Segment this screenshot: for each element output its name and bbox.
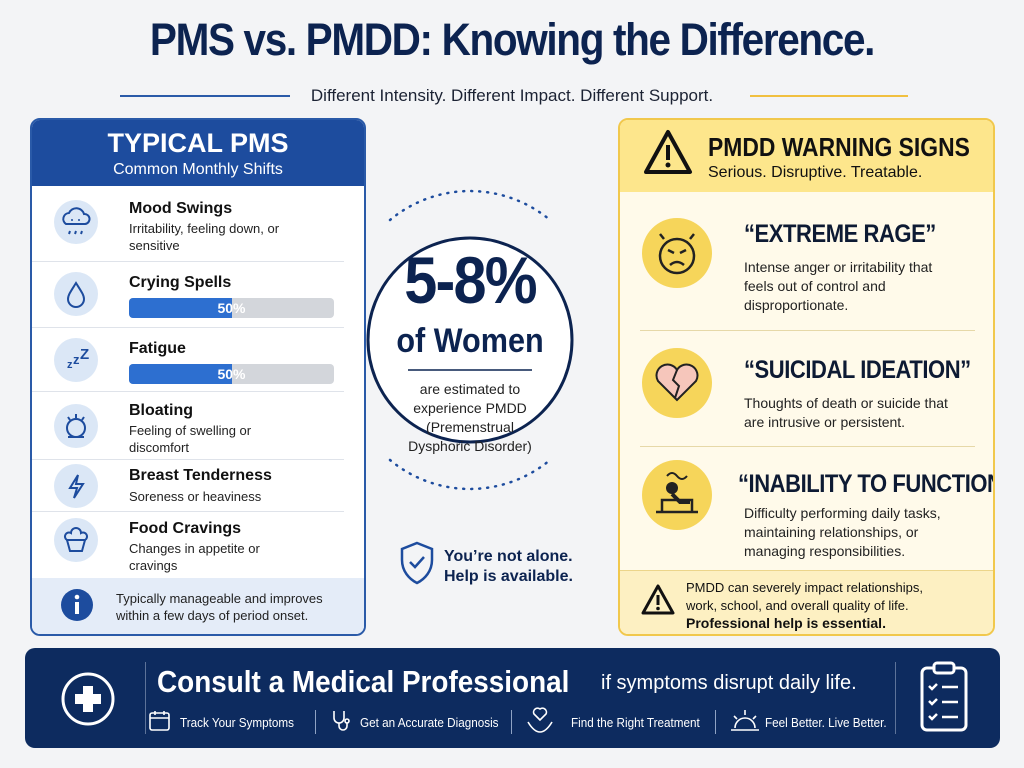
reassurance: You’re not alone. Help is available. <box>444 548 573 585</box>
symptom-description: Feeling of swelling or discomfort <box>129 423 252 455</box>
footer-step: Find the Right Treatment <box>571 715 700 730</box>
pms-title: TYPICAL PMS <box>107 128 289 158</box>
page-subtitle: Different Intensity. Different Impact. D… <box>310 86 714 105</box>
checklist-icon <box>920 661 968 732</box>
warning-name: “INABILITY TO FUNCTION” <box>738 470 995 498</box>
pmdd-header: PMDD WARNING SIGNS Serious. Disruptive. … <box>620 120 993 192</box>
function-icon <box>642 460 712 530</box>
progress-track: 50% <box>129 364 334 384</box>
stethoscope-icon <box>333 711 350 731</box>
symptom-description: Irritability, feeling down, or sensitive <box>129 221 280 253</box>
divider <box>640 330 975 331</box>
footer-banner: Consult a Medical Professional if sympto… <box>25 648 1000 748</box>
cravings-icon <box>54 518 98 562</box>
symptom-name: Breast Tenderness <box>129 467 272 484</box>
symptom-name: Fatigue <box>129 340 186 357</box>
symptom-name: Food Cravings <box>129 520 242 537</box>
warning-name: “EXTREME RAGE” <box>744 220 936 248</box>
stat-circle <box>366 189 574 491</box>
symptom-row: Breast Tenderness Soreness or heaviness <box>32 460 344 512</box>
crying-icon <box>54 272 98 316</box>
mood-icon <box>54 200 98 244</box>
svg-text:Z: Z <box>80 346 89 363</box>
tenderness-icon <box>54 464 98 508</box>
symptom-description: Changes in appetite or cravings <box>129 541 260 573</box>
divider <box>640 446 975 447</box>
warning-description: Difficulty performing daily tasks, maint… <box>744 505 941 559</box>
pmdd-note-emphasis: Professional help is essential. <box>686 615 886 631</box>
footer-title: Consult a Medical Professional <box>157 664 570 699</box>
symptom-row: Mood Swings Irritability, feeling down, … <box>32 186 344 262</box>
symptom-name: Mood Swings <box>129 200 233 217</box>
progress-label: 50% <box>217 366 246 382</box>
divider <box>750 95 908 97</box>
divider <box>511 710 512 734</box>
warning-icon <box>644 130 692 174</box>
progress-fill <box>129 298 232 318</box>
pmdd-panel: PMDD WARNING SIGNS Serious. Disruptive. … <box>618 118 995 636</box>
symptom-row: Crying Spells 50% <box>32 262 344 328</box>
footer-step: Feel Better. Live Better. <box>765 715 887 730</box>
warning-description: Thoughts of death or suicide that are in… <box>744 395 948 430</box>
pmdd-note-box: PMDD can severely impact relationships, … <box>620 570 993 634</box>
svg-text:z: z <box>73 352 80 367</box>
warning-description: Intense anger or irritability that feels… <box>744 259 933 313</box>
sunrise-icon <box>731 710 759 731</box>
pms-note-box: Typically manageable and improves within… <box>32 578 364 634</box>
pmdd-subtitle: Serious. Disruptive. Treatable. <box>708 164 923 181</box>
stat-description: are estimated to experience PMDD (Premen… <box>408 381 532 454</box>
divider <box>120 95 290 97</box>
pms-note: Typically manageable and improves within… <box>116 591 323 623</box>
symptom-row: Food Cravings Changes in appetite or cra… <box>32 512 344 578</box>
divider <box>715 710 716 734</box>
pmdd-title: PMDD WARNING SIGNS <box>708 132 970 162</box>
symptom-description: Soreness or heaviness <box>129 489 262 504</box>
calendar-icon <box>149 711 170 731</box>
footer-step: Track Your Symptoms <box>180 715 295 730</box>
care-icon <box>527 707 553 733</box>
warning-icon <box>641 584 675 615</box>
progress-label: 50% <box>217 300 246 316</box>
footer-step: Get an Accurate Diagnosis <box>360 715 499 730</box>
bloating-icon <box>54 404 98 448</box>
pms-subtitle: Common Monthly Shifts <box>113 161 283 178</box>
divider <box>315 710 316 734</box>
rage-icon <box>642 218 712 288</box>
heart-icon <box>642 348 712 418</box>
divider <box>895 662 896 734</box>
progress-track: 50% <box>129 298 334 318</box>
svg-text:z: z <box>67 359 73 371</box>
symptom-name: Bloating <box>129 402 193 419</box>
symptom-name: Crying Spells <box>129 274 232 291</box>
divider <box>145 662 146 734</box>
footer-subtitle: if symptoms disrupt daily life. <box>601 672 857 694</box>
page-title: PMS vs. PMDD: Knowing the Difference. <box>149 14 875 65</box>
progress-fill <box>129 364 232 384</box>
pms-header: TYPICAL PMS Common Monthly Shifts <box>32 120 364 186</box>
pmdd-note: PMDD can severely impact relationships, … <box>686 580 923 613</box>
symptom-row: Bloating Feeling of swelling or discomfo… <box>32 392 344 460</box>
medical-icon <box>61 672 115 726</box>
pms-panel: TYPICAL PMS Common Monthly Shifts Mood S… <box>30 118 366 636</box>
stat-label: of Women <box>396 322 544 360</box>
shield-icon <box>400 541 434 585</box>
stat-value: 5-8% <box>404 243 537 317</box>
info-icon <box>61 589 93 621</box>
warning-name: “SUICIDAL IDEATION” <box>744 356 971 384</box>
